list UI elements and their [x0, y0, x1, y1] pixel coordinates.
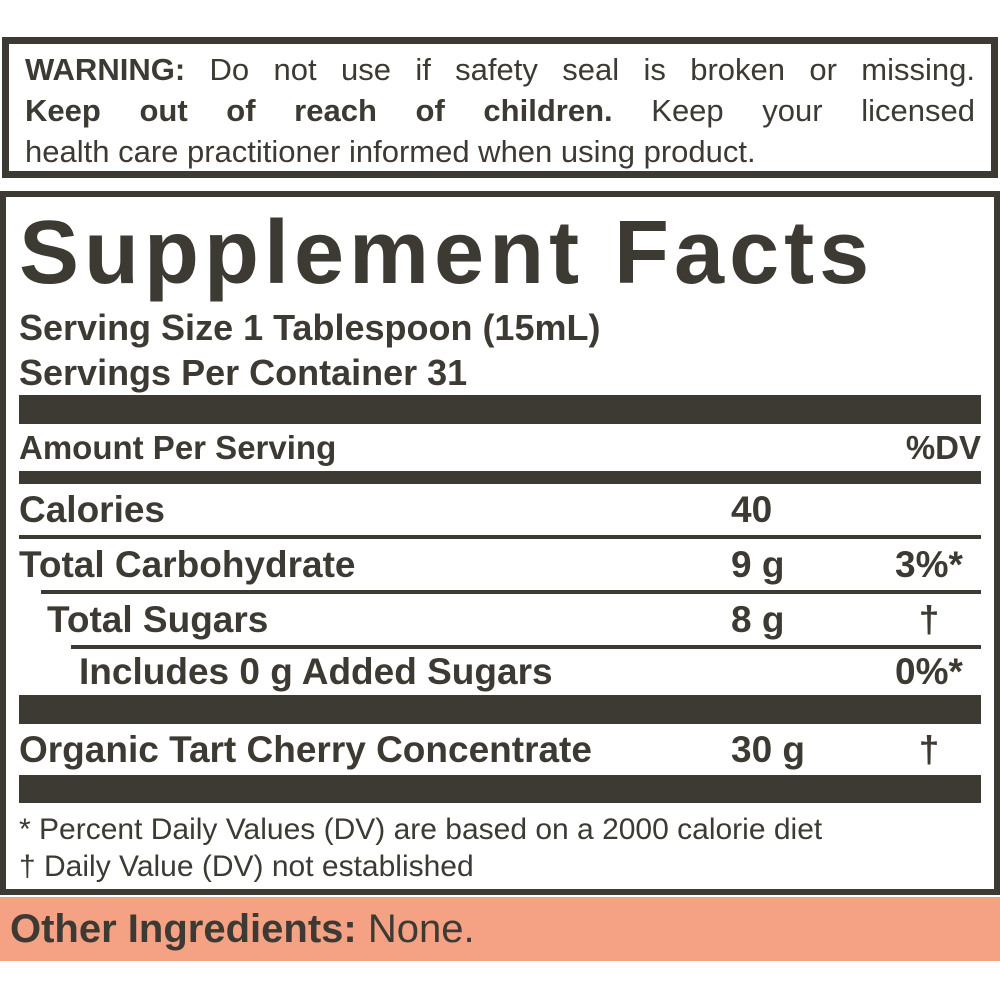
row-name: Total Sugars [47, 598, 269, 640]
warning-bold-2: Keep out of reach of children. [25, 93, 613, 128]
row-dv: 3%* [895, 543, 963, 585]
row-divider [19, 535, 981, 539]
warning-text-2: Keep your licensed [651, 93, 975, 128]
warning-bold-1: WARNING: [25, 52, 186, 87]
row-name: Total Carbohydrate [19, 543, 356, 585]
row-divider [71, 645, 981, 649]
separator-bar-top [19, 395, 981, 424]
warning-line-1: WARNING: Do not use if safety seal is br… [25, 49, 975, 90]
row-amount: 8 g [731, 598, 785, 640]
header-dv: %DV [905, 428, 981, 466]
other-ingredients-value: None. [367, 906, 475, 951]
row-dv: † [918, 728, 940, 770]
table-row-total-sugars: Total Sugars 8 g † [19, 594, 981, 645]
header-amount-per-serving: Amount Per Serving [19, 428, 337, 466]
row-amount: 9 g [731, 543, 785, 585]
serving-size: Serving Size 1 Tablespoon (15mL) [19, 307, 601, 348]
footnote-daily-value: † Daily Value (DV) not established [19, 850, 474, 883]
table-row-total-carbohydrate: Total Carbohydrate 9 g 3%* [19, 539, 981, 590]
table-row-added-sugars: Includes 0 g Added Sugars 0%* [19, 649, 981, 695]
separator-bar-header [19, 471, 981, 484]
separator-bar-bottom [19, 775, 981, 803]
footnote-percent-dv: * Percent Daily Values (DV) are based on… [19, 813, 823, 846]
row-dv: 0%* [895, 651, 963, 692]
table-row-tart-cherry: Organic Tart Cherry Concentrate 30 g † [19, 724, 981, 775]
row-name: Organic Tart Cherry Concentrate [19, 728, 592, 770]
row-dv: † [918, 598, 940, 640]
servings-per-container: Servings Per Container 31 [19, 352, 468, 393]
table-row-calories: Calories 40 [19, 484, 981, 535]
row-amount: 30 g [731, 728, 806, 770]
table-header: Amount Per Serving %DV [19, 424, 981, 471]
separator-bar-mid [19, 695, 981, 724]
row-name: Calories [19, 488, 166, 530]
supplement-facts-panel: Supplement Facts Serving Size 1 Tablespo… [0, 191, 1000, 895]
warning-line-3: health care practitioner informed when u… [25, 134, 756, 169]
row-name: Includes 0 g Added Sugars [79, 651, 553, 692]
warning-text-1: Do not use if safety seal is broken or m… [209, 52, 975, 87]
row-amount: 40 [731, 488, 773, 530]
row-divider [41, 590, 981, 594]
warning-box: WARNING: Do not use if safety seal is br… [2, 37, 998, 178]
other-ingredients-bar: Other Ingredients: None. [0, 897, 1000, 961]
warning-line-2: Keep out of reach of children. Keep your… [25, 90, 975, 131]
panel-title: Supplement Facts [19, 203, 875, 303]
other-ingredients-label: Other Ingredients: [10, 906, 357, 951]
